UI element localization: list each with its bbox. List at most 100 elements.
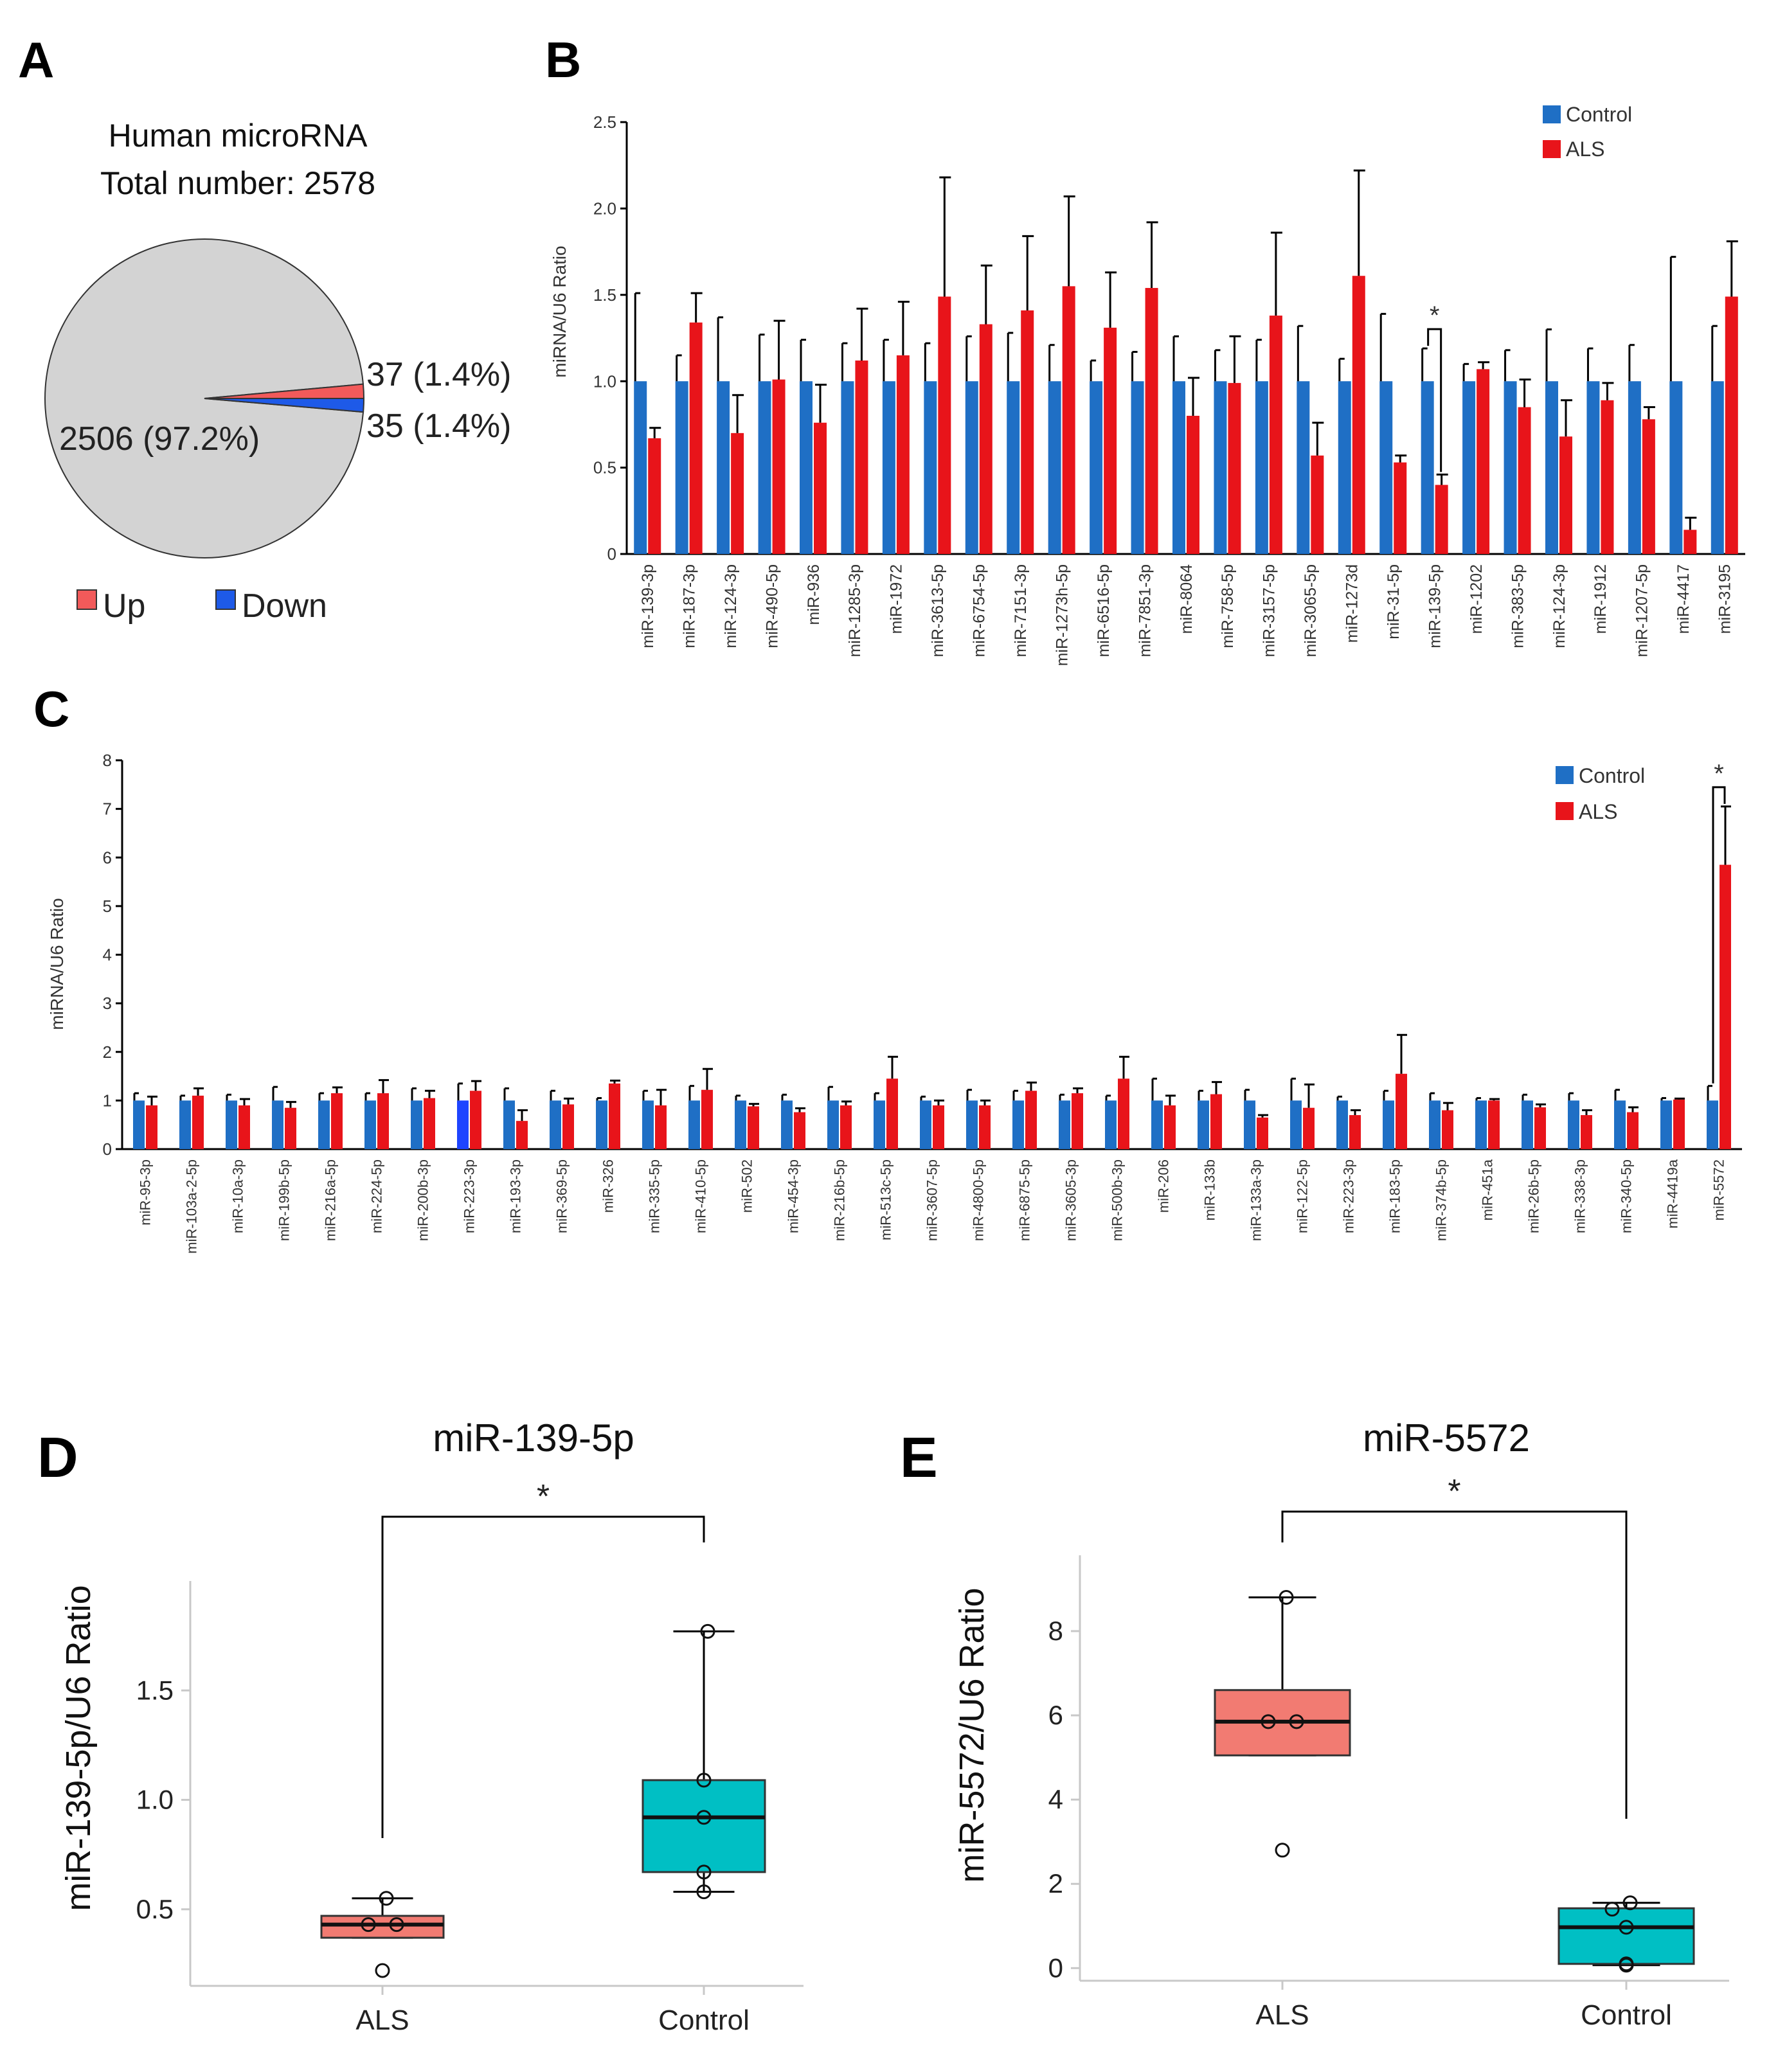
significance-star: * [1714, 760, 1724, 788]
bar-als [238, 1105, 250, 1149]
category-label: miR-133a-3p [1248, 1159, 1264, 1241]
pie-title-line1: Human microRNA [109, 118, 368, 154]
category-label: miR-216b-5p [832, 1159, 848, 1241]
bar-control [1338, 381, 1351, 554]
panel-letter-a: A [18, 31, 54, 88]
category-label: miR-95-3p [138, 1159, 154, 1226]
bar-als [1518, 407, 1531, 554]
pie-slice-down [204, 398, 365, 413]
bar-als [1349, 1115, 1361, 1149]
d-ylabel: miR-139-5p/U6 Ratio [59, 1585, 98, 1911]
data-point [696, 1810, 712, 1825]
category-label: miR-451a [1480, 1159, 1496, 1220]
bar-control [1614, 1100, 1626, 1149]
y-tick-label: 7 [103, 799, 112, 819]
category-label: miR-26b-5p [1526, 1159, 1542, 1233]
bar-control [1545, 381, 1558, 554]
bar-control [841, 381, 854, 554]
bar-control [688, 1100, 700, 1149]
category-label: miR-1207-5p [1633, 564, 1651, 657]
bar-control [1255, 381, 1268, 554]
category-label: miR-454-3p [786, 1159, 802, 1233]
category-label: miR-6875-5p [1017, 1159, 1033, 1241]
bar-control [874, 1100, 885, 1149]
y-tick-label: 1.0 [593, 371, 616, 391]
bar-als [331, 1093, 343, 1149]
bar-als [655, 1105, 667, 1149]
bar-als [562, 1104, 574, 1149]
bar-als [1118, 1078, 1129, 1149]
pie-legend: Up Down [76, 587, 327, 625]
bar-control [1297, 381, 1310, 554]
bar-control [133, 1100, 145, 1149]
data-point [1622, 1895, 1638, 1911]
bar-als [648, 438, 661, 554]
bar-als [1303, 1107, 1315, 1149]
category-label: miR-139-5p [1426, 564, 1444, 648]
bar-als [1725, 296, 1738, 554]
category-label: miR-3195 [1716, 564, 1734, 634]
legend-swatch-up [76, 589, 97, 610]
bar-als [1534, 1107, 1546, 1149]
category-label: miR-1273d [1343, 564, 1361, 643]
category-label: miR-5572 [1711, 1159, 1727, 1220]
bar-control [1290, 1100, 1302, 1149]
bar-als [1435, 485, 1448, 554]
box-control [1558, 1907, 1695, 1965]
category-label: miR-1912 [1592, 564, 1610, 634]
e-plot-area: 0 2 4 6 8 ALS Control * [1048, 1473, 1729, 2031]
bar-control [503, 1100, 515, 1149]
category-label: miR-6754-5p [971, 564, 989, 657]
y-tick-label: 8 [103, 751, 112, 770]
y-tick-label: 6 [1048, 1700, 1063, 1730]
bar-control [1059, 1100, 1070, 1149]
bar-control [781, 1100, 793, 1149]
box-als [320, 1915, 445, 1939]
b-legend-swatch-als [1543, 140, 1561, 158]
category-label: miR-513c-5p [878, 1159, 894, 1240]
significance-bracket [1712, 786, 1726, 1084]
data-point [1279, 1590, 1294, 1605]
bar-als [1228, 382, 1241, 554]
y-tick-label: 2 [103, 1042, 112, 1062]
category-label: miR-199b-5p [276, 1159, 292, 1241]
bar-control [735, 1100, 746, 1149]
bar-control [1151, 1100, 1163, 1149]
category-label: miR-374b-5p [1433, 1159, 1450, 1241]
bar-als [146, 1105, 157, 1149]
bar-als [855, 360, 868, 554]
category-label: miR-4417 [1675, 564, 1693, 634]
bar-control [924, 381, 937, 554]
category-label: miR-103a-2-5p [184, 1159, 200, 1254]
bar-control [272, 1100, 283, 1149]
bar-control [179, 1100, 191, 1149]
box-control [642, 1779, 766, 1873]
bar-als [689, 322, 703, 554]
bar-als [1488, 1100, 1500, 1149]
bar-als [1642, 419, 1655, 554]
bar-control [226, 1100, 237, 1149]
bar-als [1025, 1091, 1037, 1149]
bar-als [1311, 455, 1324, 554]
category-label: miR-383-5p [1509, 564, 1527, 648]
bar-control [1090, 381, 1103, 554]
b-legend: Control ALS [1543, 103, 1632, 161]
x-tick-label: Control [1581, 1999, 1672, 2031]
bar-als [516, 1121, 528, 1149]
bar-control [800, 381, 813, 554]
bar-als [1269, 316, 1282, 554]
category-label: miR-223-3p [462, 1159, 478, 1233]
y-tick-label: 1.5 [136, 1675, 174, 1705]
category-label: miR-206 [1156, 1159, 1172, 1213]
category-label: miR-410-5p [693, 1159, 709, 1233]
y-tick-label: 0 [607, 544, 616, 564]
category-label: miR-183-5p [1387, 1159, 1403, 1233]
b-legend-swatch-control [1543, 105, 1561, 123]
bar-als [886, 1078, 898, 1149]
panel-letter-e: E [900, 1425, 938, 1489]
c-legend-als: ALS [1579, 800, 1617, 823]
data-point [696, 1864, 712, 1880]
bar-als [1257, 1117, 1268, 1149]
bar-als [470, 1091, 481, 1149]
significance-bracket [1281, 1510, 1628, 1819]
